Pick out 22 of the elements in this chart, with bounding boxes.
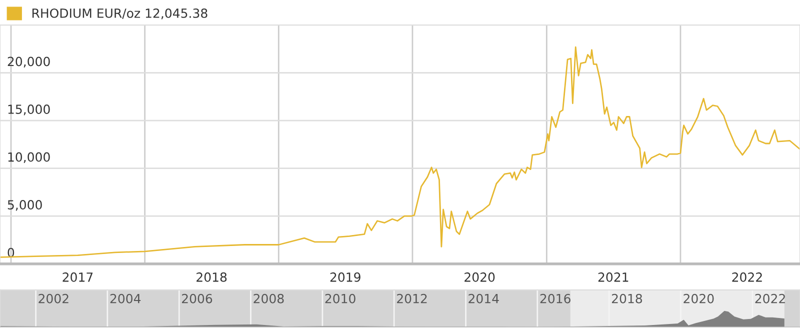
x-tick-label: 2006	[182, 294, 212, 304]
y-tick-label: 15,000	[8, 104, 50, 116]
y-tick-label: 10,000	[8, 152, 50, 164]
x-tick-label: 2002	[38, 294, 68, 304]
x-tick-label: 2018	[196, 272, 227, 282]
x-tick-label: 2022	[732, 272, 762, 282]
x-tick-label: 2010	[325, 294, 356, 304]
legend-label: RHODIUM EUR/oz 12,045.38	[32, 8, 208, 20]
y-tick-label: 5,000	[8, 200, 42, 211]
x-tick-label: 2018	[612, 294, 642, 304]
x-tick-label: 2014	[468, 294, 499, 304]
x-tick-label: 2020	[464, 272, 495, 282]
x-tick-label: 2016	[540, 294, 570, 304]
x-tick-label: 2019	[330, 272, 360, 282]
x-tick-label: 2004	[110, 294, 141, 304]
x-tick-label: 2020	[684, 294, 714, 304]
x-tick-label: 2017	[62, 272, 93, 282]
y-tick-label: 20,000	[8, 56, 50, 68]
x-tick-label: 2012	[397, 294, 427, 304]
x-tick-label: 2022	[755, 294, 785, 304]
x-tick-label: 2021	[598, 272, 628, 282]
x-tick-label: 2008	[254, 294, 284, 304]
